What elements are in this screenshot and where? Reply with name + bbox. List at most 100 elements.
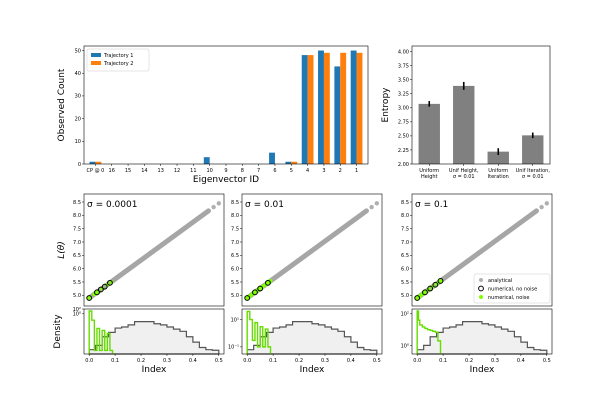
analytical-point: [539, 204, 544, 210]
scatter-ytick-label: 5.5: [231, 280, 239, 286]
scatter-ytick-label: 5.0: [73, 293, 81, 299]
density-xtick-label: 0.2: [465, 358, 473, 364]
numerical-no-noise-point: [101, 283, 108, 290]
scatter-legend-label: numerical, no noise: [488, 286, 537, 292]
density-frame-3: [411, 308, 553, 355]
scatter-ytick-label: 5.0: [401, 293, 409, 299]
density-xtick-label: 0.2: [295, 358, 303, 364]
density-xtick-label: 0.4: [189, 358, 197, 364]
scatter-legend-box: [473, 273, 551, 304]
eigen-xtick-label: 9: [224, 168, 227, 174]
entropy-xtick-label: Unif Height,: [449, 168, 479, 174]
numerical-noise-point: [87, 296, 92, 300]
numerical-no-noise-point: [244, 295, 251, 301]
bar-trajectory1-15: [334, 66, 341, 164]
density-frame-2: [241, 308, 383, 355]
entropy-xtick-label: Unif Iteration,: [516, 168, 551, 174]
scatter-ytick-label: 7.0: [401, 240, 409, 246]
entropy-ytick-label: 2.75: [398, 120, 409, 126]
density-green-hist: [88, 310, 114, 354]
legend-marker-ring: [478, 285, 484, 292]
density-xtick-label: 0.4: [347, 358, 355, 364]
bar-trajectory1-16: [350, 50, 357, 164]
eigen-xtick-label: 7: [257, 168, 260, 174]
eigen-ytick-label: 50: [75, 48, 81, 54]
eigen-ytick-label: 20: [75, 116, 81, 122]
bar-trajectory1-14: [318, 50, 324, 164]
density-panel-3: 10⁰ 10² 0.0 0.1 0.2 0.3 0.4 0.5 Index: [401, 310, 551, 375]
eigen-ylabel: Observed Count: [57, 68, 67, 141]
eigen-xtick-label: 5: [290, 168, 293, 174]
density-xtick-label: 0.1: [439, 358, 447, 364]
density-green-hist: [416, 310, 442, 354]
scatter-ytick-label: 8.5: [73, 200, 81, 206]
density-xtick-label: 0.3: [321, 358, 329, 364]
numerical-no-noise-point: [414, 295, 421, 301]
entropy-ytick-label: 3.25: [398, 92, 409, 98]
scatter-ytick-label: 6.5: [401, 253, 409, 259]
eigen-ytick-label: 0: [78, 162, 81, 168]
eigen-xtick-label: 6: [273, 168, 276, 174]
scatter-ytick-label: 6.0: [231, 266, 239, 272]
numerical-no-noise-point: [437, 278, 444, 284]
density-xlabel: Index: [142, 365, 167, 375]
eigen-xtick-label: 8: [241, 168, 244, 174]
eigen-legend-swatch: [91, 53, 101, 57]
bar-trajectory2-16: [356, 52, 363, 164]
entropy-ytick-label: 2.50: [398, 134, 409, 140]
entropy-ytick-label: 4.00: [398, 49, 409, 55]
scatter-panel-3: 5.0 5.5 6.0 6.5 7.0 7.5 8.0 8.5 σ = 0.1: [401, 200, 550, 301]
scatter-ytick-label: 8.0: [401, 213, 409, 219]
numerical-no-noise-point: [107, 279, 113, 286]
eigen-xtick-label: 1: [355, 168, 358, 174]
eigen-xtick-label: 13: [158, 168, 164, 174]
eigen-xtick-label: 2: [339, 168, 342, 174]
scatter-legend-label: numerical, noise: [488, 295, 529, 301]
density-xtick-label: 0.0: [85, 358, 93, 364]
density-xtick-label: 0.1: [111, 358, 119, 364]
bar-trajectory2-14: [323, 52, 330, 164]
bar-trajectory2-13: [307, 55, 314, 165]
numerical-noise-point: [94, 290, 99, 295]
density-ytick-label: 10²: [401, 312, 409, 318]
scatter-frame-1: [83, 193, 225, 307]
scatter-ytick-label: 6.0: [401, 266, 409, 272]
entropy-plot-frame: [411, 45, 551, 165]
scatter-frame-3: [411, 193, 553, 307]
bar-trajectory2-12: [291, 161, 298, 164]
eigen-xtick-label: 3: [322, 168, 325, 174]
entropy-ytick-label: 2.25: [398, 148, 409, 154]
eigen-xtick-label: 4: [306, 168, 309, 174]
analytical-point: [216, 201, 222, 206]
bar-trajectory1-11: [269, 152, 275, 164]
analytical-point: [374, 201, 380, 206]
eigen-xtick-label: 10: [206, 168, 212, 174]
numerical-noise-point: [268, 278, 273, 283]
entropy-xtick-label: Uniform: [419, 168, 439, 174]
legend-marker-dot: [479, 295, 483, 299]
entropy-ytick-label: 3.50: [398, 78, 409, 84]
eigen-ytick-label: 40: [75, 71, 81, 77]
scatter-ytick-label: 7.0: [231, 240, 239, 246]
eigen-xtick-label: 11: [190, 168, 196, 174]
density-xtick-label: 0.0: [413, 358, 421, 364]
numerical-no-noise-point: [422, 289, 428, 296]
entropy-ytick-label: 3.75: [398, 63, 409, 69]
eigen-xtick-label: 15: [125, 168, 131, 174]
eigen-legend-label: Trajectory 1: [103, 53, 133, 59]
entropy-xtick-label: Iteration: [488, 174, 509, 180]
scatter-ytick-label: 8.5: [401, 200, 409, 206]
analytical-point: [544, 201, 550, 206]
scatter-ytick-label: 5.5: [401, 280, 409, 286]
eigen-xtick-label: 12: [174, 168, 180, 174]
numerical-no-noise-point: [86, 295, 93, 301]
numerical-noise-point: [422, 290, 427, 295]
numerical-no-noise-point: [427, 285, 434, 292]
analytical-point: [211, 204, 216, 210]
entropy-ytick-label: 3.00: [398, 106, 409, 112]
density-xtick-label: 0.5: [543, 358, 551, 364]
numerical-noise-point: [430, 284, 435, 289]
density-ytick-label: 10⁰: [401, 343, 409, 349]
numerical-noise-point: [105, 282, 110, 287]
